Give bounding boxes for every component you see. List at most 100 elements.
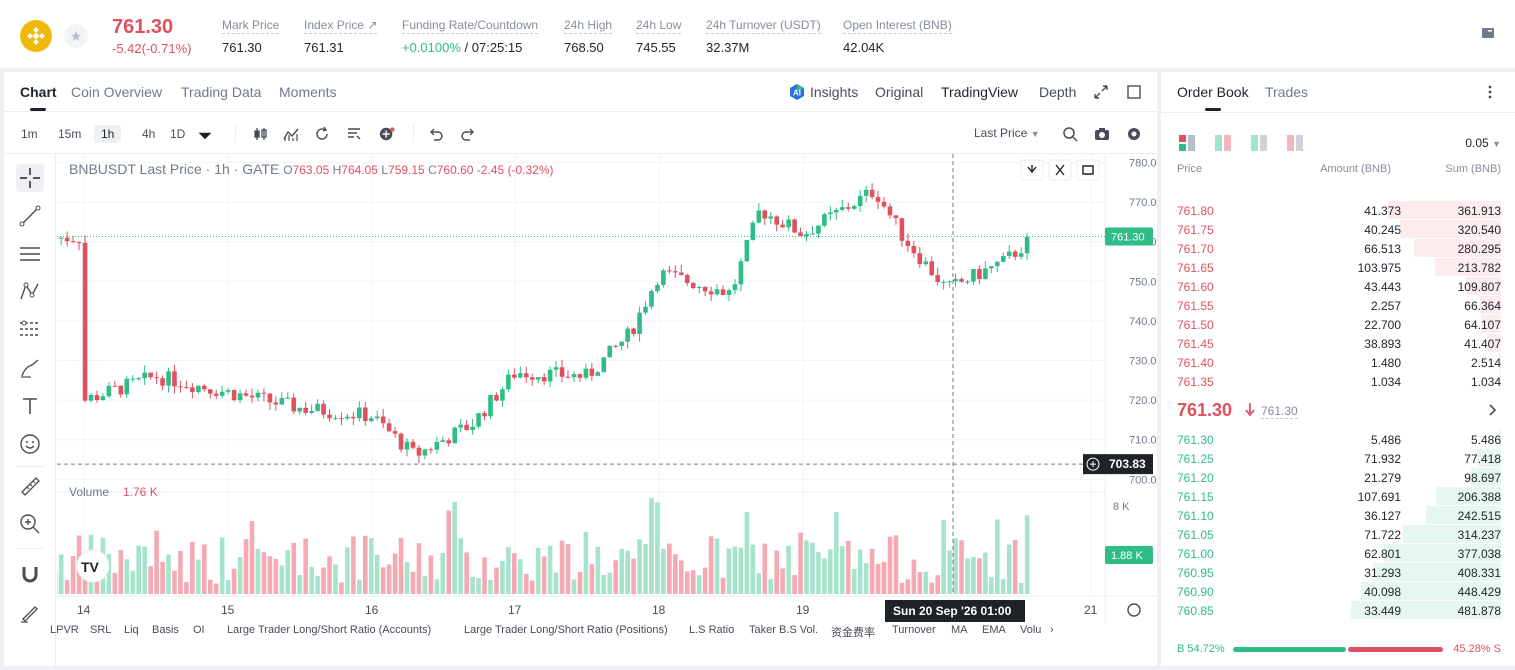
candle-body bbox=[571, 374, 577, 378]
timeframe-1d[interactable]: 1D bbox=[170, 127, 186, 141]
indicator-large-trader-accounts[interactable]: Large Trader Long/Short Ratio (Accounts) bbox=[227, 624, 432, 636]
candle-body bbox=[178, 386, 183, 388]
chevron-right-icon[interactable]: › bbox=[1050, 624, 1054, 636]
add-indicator-icon[interactable] bbox=[379, 126, 395, 142]
bid-row[interactable]: 761.30 5.486 5.486 bbox=[1173, 429, 1501, 448]
x-axis-tick: 21 bbox=[1084, 603, 1098, 617]
bid-row[interactable]: 761.05 71.722 314.237 bbox=[1173, 524, 1501, 543]
zoom-in-tool-icon[interactable] bbox=[16, 510, 44, 538]
volume-bar bbox=[774, 550, 779, 594]
magnet-tool-icon[interactable] bbox=[16, 560, 44, 588]
stat-index-price[interactable]: Index Price ↗ 761.31 bbox=[304, 18, 378, 55]
horizontal-lines-tool-icon[interactable] bbox=[16, 240, 44, 268]
book-asks-view-icon[interactable] bbox=[1287, 135, 1303, 151]
window-icon[interactable] bbox=[1127, 85, 1141, 99]
ask-row[interactable]: 761.40 1.480 2.514 bbox=[1173, 352, 1501, 371]
undo-icon[interactable] bbox=[428, 126, 444, 142]
crosshair-tool-icon[interactable] bbox=[16, 164, 44, 192]
settings-gear-icon[interactable] bbox=[1126, 126, 1142, 142]
book-mixed-view-icon[interactable] bbox=[1215, 135, 1231, 151]
indicator-lpvr[interactable]: LPVR bbox=[50, 624, 79, 636]
timeframe-1m[interactable]: 1m bbox=[21, 127, 38, 141]
bid-row[interactable]: 760.90 40.098 448.429 bbox=[1173, 581, 1501, 600]
favorite-star-icon[interactable]: ★ bbox=[64, 24, 88, 48]
indicator-liq[interactable]: Liq bbox=[124, 624, 139, 636]
tab-insights[interactable]: Insights bbox=[810, 84, 859, 100]
price-chart[interactable]: 780.00770.00760.00750.00740.00730.00720.… bbox=[57, 154, 1157, 624]
tab-trading-data[interactable]: Trading Data bbox=[181, 84, 262, 100]
pattern-tool-icon[interactable] bbox=[16, 278, 44, 306]
indicator-turnover[interactable]: Turnover bbox=[892, 624, 936, 636]
tradingview-logo-mark: TV bbox=[81, 559, 100, 575]
indicator-srl[interactable]: SRL bbox=[90, 624, 112, 636]
ruler-tool-icon[interactable] bbox=[16, 472, 44, 500]
candle-body bbox=[518, 373, 523, 378]
ask-row[interactable]: 761.70 66.513 280.295 bbox=[1173, 238, 1501, 257]
tab-tradingview[interactable]: TradingView bbox=[941, 84, 1019, 100]
ask-row[interactable]: 761.50 22.700 64.107 bbox=[1173, 314, 1501, 333]
bid-row[interactable]: 761.25 71.932 77.418 bbox=[1173, 448, 1501, 467]
indicator-funding-rate[interactable]: 资金费率 bbox=[831, 627, 875, 639]
tab-chart[interactable]: Chart bbox=[20, 84, 57, 111]
ask-row[interactable]: 761.65 103.975 213.782 bbox=[1173, 257, 1501, 276]
bid-row[interactable]: 760.95 31.293 408.331 bbox=[1173, 562, 1501, 581]
precision-select[interactable]: 0.05 ▼ bbox=[1465, 136, 1501, 150]
indicator-volume[interactable]: Volu bbox=[1020, 624, 1042, 636]
indicator-oi[interactable]: OI bbox=[193, 624, 205, 636]
fib-tool-icon[interactable] bbox=[16, 316, 44, 344]
more-menu-icon[interactable] bbox=[1487, 84, 1493, 100]
lock-draw-tool-icon[interactable] bbox=[16, 598, 44, 626]
timeframe-4h[interactable]: 4h bbox=[142, 127, 156, 141]
trend-line-tool-icon[interactable] bbox=[16, 202, 44, 230]
volume-bar bbox=[983, 552, 988, 594]
candle-body bbox=[887, 206, 893, 216]
ask-row[interactable]: 761.35 1.034 1.034 bbox=[1173, 371, 1501, 390]
tab-moments[interactable]: Moments bbox=[279, 84, 337, 100]
candle-body bbox=[667, 270, 672, 272]
tab-order-book[interactable]: Order Book bbox=[1177, 84, 1249, 111]
redo-icon[interactable] bbox=[460, 126, 476, 142]
indicator-basis[interactable]: Basis bbox=[152, 624, 179, 636]
depth-bar bbox=[1487, 334, 1501, 352]
timeframe-15m[interactable]: 15m bbox=[58, 127, 82, 141]
timeframe-1h[interactable]: 1h bbox=[94, 125, 122, 143]
bid-row[interactable]: 761.00 62.801 377.038 bbox=[1173, 543, 1501, 562]
indicators-icon[interactable] bbox=[283, 126, 299, 142]
ask-row[interactable]: 761.80 41.373 361.913 bbox=[1173, 200, 1501, 219]
bid-row[interactable]: 761.15 107.691 206.388 bbox=[1173, 486, 1501, 505]
indicator-ema[interactable]: EMA bbox=[982, 624, 1006, 636]
brush-tool-icon[interactable] bbox=[16, 354, 44, 382]
book-icon[interactable] bbox=[1481, 26, 1495, 40]
tab-coin-overview[interactable]: Coin Overview bbox=[71, 84, 163, 100]
text-tool-icon[interactable] bbox=[16, 392, 44, 420]
ask-row[interactable]: 761.75 40.245 320.540 bbox=[1173, 219, 1501, 238]
price-cell: 761.45 bbox=[1177, 337, 1214, 351]
tab-depth[interactable]: Depth bbox=[1039, 84, 1077, 100]
book-both-view-icon[interactable] bbox=[1179, 135, 1195, 151]
candles-icon[interactable] bbox=[253, 126, 269, 142]
ask-row[interactable]: 761.55 2.257 66.364 bbox=[1173, 295, 1501, 314]
ask-row[interactable]: 761.60 43.443 109.807 bbox=[1173, 276, 1501, 295]
candle-body bbox=[440, 440, 446, 443]
price-type-select[interactable]: Last Price ▼ bbox=[974, 126, 1040, 140]
ask-row[interactable]: 761.45 38.893 41.407 bbox=[1173, 333, 1501, 352]
caret-down-icon[interactable] bbox=[197, 128, 213, 144]
chevron-right-icon[interactable] bbox=[1489, 404, 1497, 416]
camera-icon[interactable] bbox=[1094, 126, 1110, 142]
bid-row[interactable]: 761.10 36.127 242.515 bbox=[1173, 505, 1501, 524]
indicator-ls-ratio[interactable]: L.S Ratio bbox=[689, 624, 735, 636]
tab-trades[interactable]: Trades bbox=[1265, 84, 1309, 100]
indicator-ma[interactable]: MA bbox=[951, 624, 968, 636]
book-bids-view-icon[interactable] bbox=[1251, 135, 1267, 151]
bid-row[interactable]: 760.85 33.449 481.878 bbox=[1173, 600, 1501, 619]
emoji-tool-icon[interactable] bbox=[16, 430, 44, 458]
tab-original[interactable]: Original bbox=[875, 84, 924, 100]
indicator-large-trader-positions[interactable]: Large Trader Long/Short Ratio (Positions… bbox=[464, 624, 668, 636]
indicator-taker-bs-vol[interactable]: Taker B.S Vol. bbox=[749, 624, 819, 636]
templates-icon[interactable] bbox=[346, 126, 362, 142]
mid-mark-price[interactable]: 761.30 bbox=[1261, 404, 1298, 419]
search-icon[interactable] bbox=[1062, 126, 1078, 142]
bid-row[interactable]: 761.20 21.279 98.697 bbox=[1173, 467, 1501, 486]
refresh-icon[interactable] bbox=[314, 126, 330, 142]
expand-icon[interactable] bbox=[1094, 85, 1108, 99]
